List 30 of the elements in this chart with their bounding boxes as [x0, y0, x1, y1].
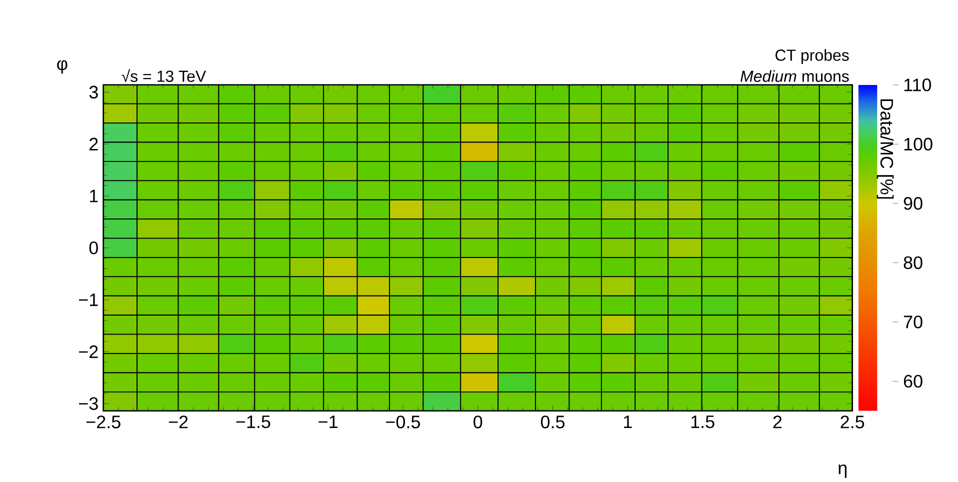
y-axis-title: φ — [57, 60, 68, 74]
y-tick-label: 2 — [90, 138, 98, 150]
x-tick-label: 0 — [474, 415, 482, 428]
text: √s = 13 TeV — [122, 68, 206, 82]
text: Medium muons — [740, 70, 849, 82]
x-tick-label: 2.5 — [840, 415, 864, 428]
x-tick-label: 2 — [773, 415, 782, 428]
color-bar-label: 110 — [904, 78, 932, 92]
color-bar-title: Data/MC [%] — [876, 99, 894, 198]
y-tick-label: −3 — [79, 397, 98, 410]
x-tick-label: 1.5 — [691, 415, 714, 428]
color-bar-label: 100 — [904, 138, 932, 150]
x-tick-label: −2 — [168, 415, 188, 428]
x-axis-title: η — [838, 464, 846, 478]
color-bar-label: 60 — [904, 374, 922, 388]
color-bar-label: 90 — [904, 196, 922, 210]
x-tick-label: −0.5 — [386, 415, 420, 428]
color-bar-label: 70 — [904, 315, 922, 328]
x-tick-label: 1 — [624, 415, 632, 428]
color-bar-label: 80 — [904, 256, 922, 269]
x-tick-label: −1 — [318, 415, 338, 428]
x-tick-label: −2.5 — [86, 415, 120, 428]
y-tick-label: −1 — [79, 293, 98, 306]
x-tick-label: 0.5 — [540, 415, 565, 428]
text: CT probes — [776, 48, 849, 64]
y-tick-label: 3 — [89, 86, 98, 98]
y-tick-label: 1 — [90, 190, 98, 202]
y-tick-label: 0 — [89, 241, 98, 254]
y-tick-label: −2 — [79, 345, 98, 358]
x-tick-label: −1.5 — [236, 415, 270, 428]
